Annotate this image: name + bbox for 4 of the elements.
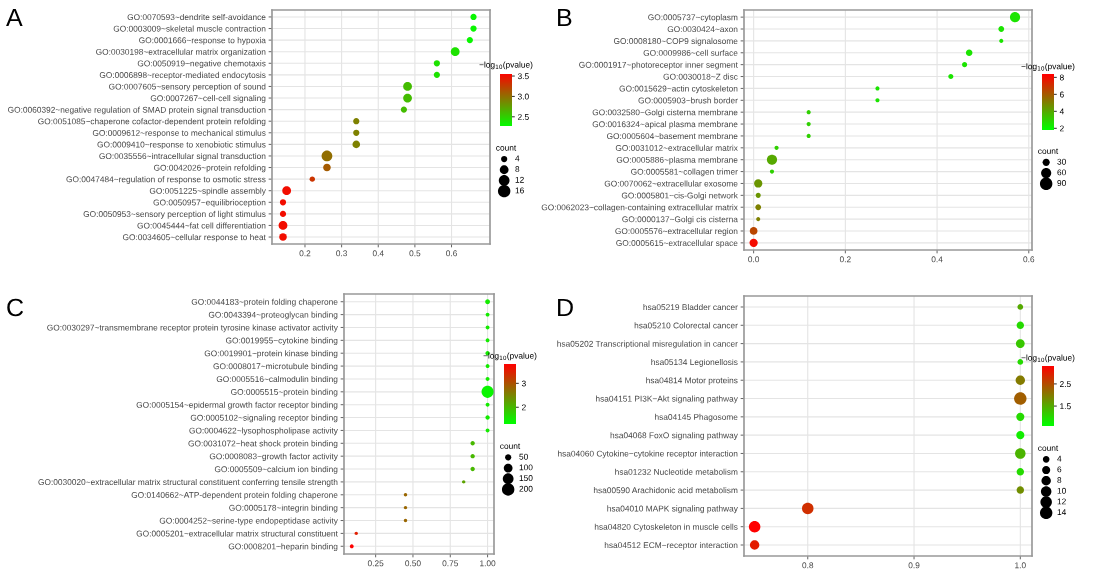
text: C [7,298,24,317]
chart-title: D [558,298,573,317]
chart-title: B [558,8,572,27]
text: A [6,8,23,27]
